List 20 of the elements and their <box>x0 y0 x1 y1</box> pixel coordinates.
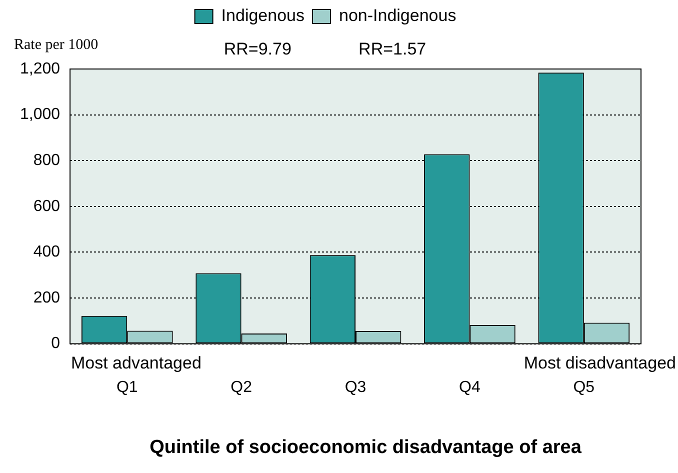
x-tick-label: Q3 <box>344 378 366 396</box>
text: Most advantaged <box>71 353 202 372</box>
y-tick-label: 1,000 <box>20 106 60 124</box>
x-tick-label: Q2 <box>230 378 252 396</box>
x-tick-label: Q4 <box>459 378 480 396</box>
y-tick-label: 1,200 <box>20 60 60 78</box>
y-tick-label: 0 <box>51 335 60 352</box>
y-tick-label: 200 <box>33 289 60 306</box>
x-axis-title: Quintile of socioeconomic disadvantage of area <box>150 437 582 458</box>
y-tick-label: 800 <box>33 152 60 170</box>
x-tick-label: Q5 <box>573 378 595 396</box>
text: RR=9.79 <box>224 40 292 59</box>
legend-label: non-Indigenous <box>338 6 456 26</box>
y-axis-title: Rate per 1000 <box>14 36 98 53</box>
y-tick-label: 600 <box>33 198 60 215</box>
x-tick-label: Q1 <box>116 378 138 396</box>
text: Most disadvantaged <box>524 353 676 372</box>
y-tick-label: 400 <box>33 244 60 261</box>
text: RR=1.57 <box>358 40 426 59</box>
legend-label: Indigenous <box>221 6 304 26</box>
